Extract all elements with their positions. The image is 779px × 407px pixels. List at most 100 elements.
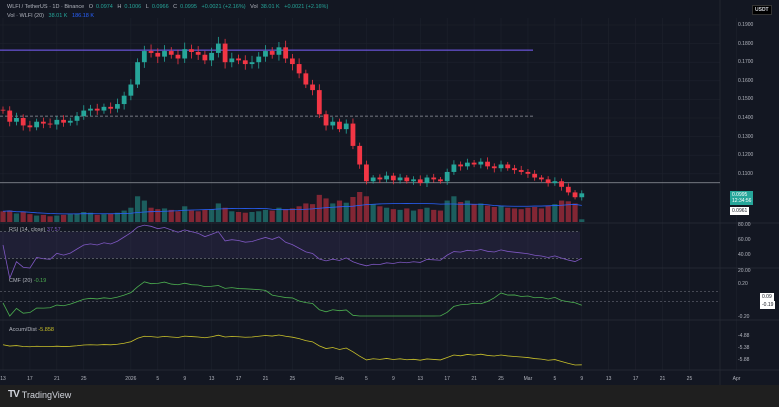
volume-bar — [491, 207, 497, 222]
cmf-badge: 0.09 — [760, 293, 774, 301]
volume-bar — [60, 214, 67, 222]
ad-axis-label: -4.88 — [738, 333, 750, 339]
candle-body — [559, 181, 564, 187]
chart-canvas[interactable] — [0, 0, 779, 385]
candle-body — [14, 118, 19, 122]
candle-body — [505, 164, 511, 169]
volume-bar — [518, 209, 524, 222]
currency-button[interactable]: USDT — [752, 5, 772, 15]
volume-bar — [34, 215, 40, 222]
candle-body — [485, 161, 490, 167]
volume-bar — [363, 196, 370, 222]
candle-body — [512, 168, 517, 171]
candle-body — [525, 171, 531, 174]
rsi-legend[interactable]: RSI (14, close) 37.57 — [9, 227, 61, 233]
candle-body — [0, 109, 6, 111]
volume-bar — [579, 219, 585, 222]
chart-svg[interactable] — [0, 0, 779, 385]
volume-bar — [532, 207, 538, 222]
volume-bar — [565, 201, 571, 222]
candle-body — [343, 123, 349, 130]
volume-bar — [81, 212, 87, 222]
tradingview-logo[interactable]: TV TradingView — [8, 389, 72, 400]
volume-bar — [390, 209, 396, 222]
time-axis-label: 21 — [659, 376, 666, 382]
time-axis-label: 25 — [686, 376, 693, 382]
candle-body — [27, 125, 33, 128]
candle-body — [81, 110, 87, 117]
time-axis-label: 13 — [605, 376, 612, 382]
ad-legend[interactable]: Accum/Dist -5.858 — [9, 327, 54, 333]
candle-body — [323, 114, 329, 126]
volume-legend[interactable]: Vol · WLFI (20) 38.01 K 186.18 K — [7, 13, 95, 19]
volume-bar — [303, 203, 309, 222]
volume-bar — [242, 212, 248, 222]
time-axis-label: 21 — [471, 376, 477, 382]
rsi-axis-label: 20.00 — [738, 268, 751, 274]
candle-body — [491, 166, 497, 169]
volume-bar — [121, 210, 127, 222]
rsi-band — [0, 231, 580, 259]
candle-body — [263, 51, 268, 57]
candle-body — [229, 58, 235, 63]
volume-bar — [572, 203, 578, 222]
volume-bar — [256, 211, 262, 222]
price-axis-label: 0.1900 — [738, 22, 754, 28]
candle-body — [47, 123, 53, 125]
volume-bar — [484, 205, 491, 222]
price-axis-label: 0.1800 — [738, 40, 754, 47]
candle-body — [74, 116, 80, 121]
volume-bar — [202, 209, 208, 222]
symbol-title[interactable]: WLFI / TetherUS · 1D · Binance — [7, 4, 85, 10]
volume-bar — [108, 213, 114, 222]
time-axis-label: 17 — [632, 376, 639, 382]
volume-bar — [188, 210, 195, 222]
volume-bar — [558, 200, 565, 222]
time-axis-label: 25 — [80, 376, 87, 382]
ad-line — [2, 334, 582, 366]
volume-bar — [74, 213, 80, 222]
candle-body — [242, 60, 248, 65]
candle-body — [94, 108, 100, 111]
time-axis-label: 13 — [208, 376, 215, 382]
volume-bar — [13, 213, 20, 222]
volume-bar — [229, 211, 235, 222]
candle-body — [101, 106, 107, 111]
volume-bar — [249, 212, 255, 222]
ad-axis-label: -5.88 — [738, 357, 750, 363]
candle-body — [189, 49, 194, 52]
candle-body — [464, 162, 470, 167]
candle-body — [498, 164, 504, 169]
volume-bar — [444, 200, 450, 222]
time-axis-label: 5 — [553, 376, 557, 382]
volume-bar — [235, 212, 242, 222]
candle-body — [518, 170, 524, 172]
volume-bar — [538, 208, 544, 222]
volume-bar — [128, 207, 134, 222]
price-axis-label: 0.1300 — [738, 133, 754, 140]
volume-bar — [511, 208, 518, 222]
volume-bar — [471, 204, 477, 222]
candle-body — [478, 161, 484, 165]
volume-bar — [148, 207, 154, 222]
time-axis-label: 13 — [0, 376, 6, 382]
volume-bar — [161, 208, 168, 222]
volume-bar — [101, 214, 107, 222]
cmf-badge: -0.19 — [760, 301, 776, 309]
time-axis-label: Apr — [732, 376, 741, 382]
time-axis-label: Mar — [523, 376, 533, 382]
price-axis-label: 0.1700 — [738, 59, 754, 66]
candle-body — [384, 175, 390, 180]
candle-body — [276, 47, 282, 55]
cmf-legend[interactable]: CMF (20) -0.19 — [9, 278, 47, 284]
candle-body — [289, 58, 295, 65]
candle-body — [269, 51, 275, 55]
volume-bar — [323, 198, 329, 222]
candle-body — [471, 162, 477, 165]
volume-bar — [67, 214, 73, 222]
volume-bar — [0, 211, 6, 222]
time-axis-label: 21 — [262, 376, 269, 382]
time-axis-label: 17 — [235, 376, 242, 382]
candle-body — [390, 175, 396, 181]
candle-body — [209, 52, 215, 61]
